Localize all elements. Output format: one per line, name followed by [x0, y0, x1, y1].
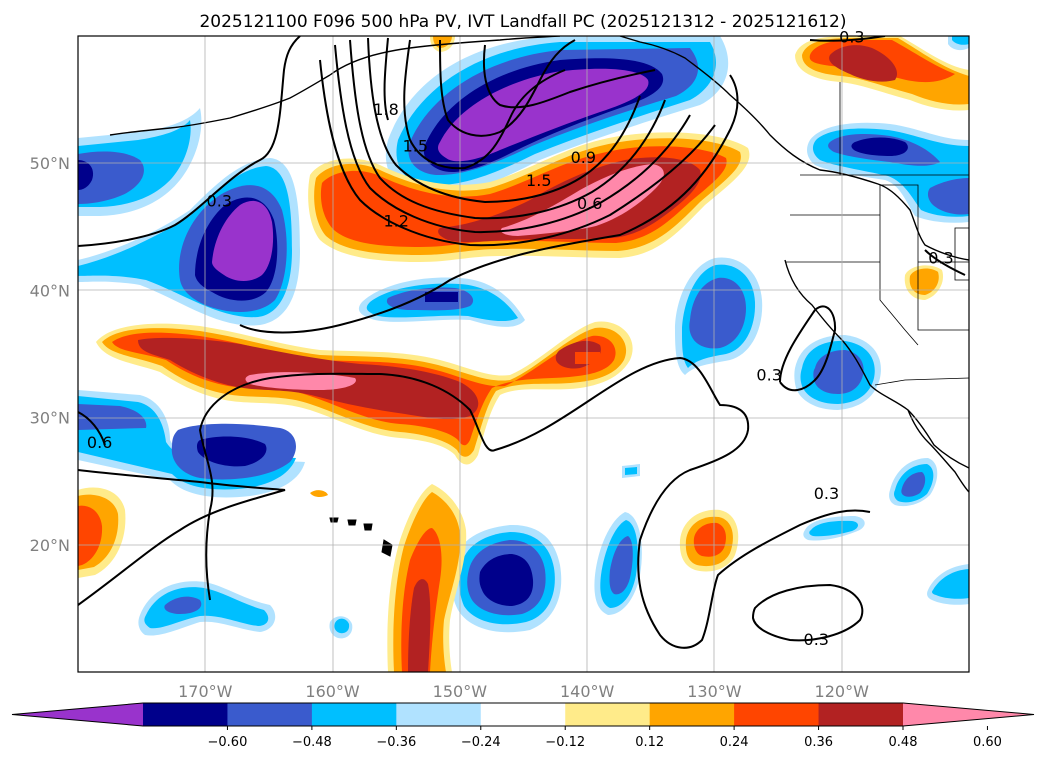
map-panel: 0.3 1.8 1.5 1.2 1.5 0.9 0.6 0.3 0.3 0.6 0.3 0.3 0.3	[78, 26, 969, 672]
colorbar-extend-low	[12, 703, 143, 726]
lon-tick-label: 170°W	[178, 682, 233, 701]
lon-tick-label: 120°W	[815, 682, 870, 701]
colorbar-tick-label: −0.24	[461, 735, 501, 750]
contour-label: 0.3	[756, 366, 781, 385]
negative-anomaly-south-central	[452, 525, 562, 632]
colorbar-swatch	[481, 703, 566, 726]
colorbar-extend-high	[903, 703, 1034, 726]
contour-label: 1.5	[403, 137, 428, 156]
contour-label: 1.8	[373, 100, 398, 119]
contour-label: 0.3	[928, 249, 953, 268]
lat-tick-label: 20°N	[30, 536, 70, 555]
contour-label: 0.9	[571, 148, 596, 167]
contour-label: 0.3	[839, 27, 864, 46]
colorbar-tick-labels: −0.60 −0.48 −0.36 −0.24 −0.12 0.12 0.24 0.36 0.4…	[208, 726, 1002, 750]
contour-label: 1.2	[383, 212, 408, 231]
colorbar-swatch	[734, 703, 819, 726]
colorbar-swatch	[819, 703, 904, 726]
contour-label: 0.3	[814, 484, 839, 503]
colorbar-swatch	[650, 703, 735, 726]
lon-tick-label: 140°W	[560, 682, 615, 701]
contour-label: 0.6	[87, 433, 112, 452]
lat-tick-label: 50°N	[30, 154, 70, 173]
lat-tick-label: 30°N	[30, 409, 70, 428]
colorbar-tick-label: 0.24	[720, 735, 749, 750]
colorbar-swatch	[565, 703, 650, 726]
colorbar-tick-label: −0.60	[208, 735, 248, 750]
colorbar-tick-label: 0.60	[973, 735, 1002, 750]
colorbar: −0.60 −0.48 −0.36 −0.24 −0.12 0.12 0.24 0.36 0.4…	[12, 703, 1034, 750]
contour-label: 0.6	[577, 194, 602, 213]
contour-label: 1.5	[526, 171, 551, 190]
colorbar-tick-label: −0.12	[545, 735, 585, 750]
colorbar-tick-label: 0.36	[804, 735, 833, 750]
colorbar-swatch	[227, 703, 312, 726]
figure-title: 2025121100 F096 500 hPa PV, IVT Landfall…	[199, 12, 846, 32]
lat-tick-label: 40°N	[30, 281, 70, 300]
colorbar-tick-label: −0.48	[292, 735, 332, 750]
lon-tick-label: 150°W	[433, 682, 488, 701]
colorbar-tick-label: 0.48	[889, 735, 918, 750]
colorbar-swatch	[396, 703, 481, 726]
longitude-tick-labels: 170°W 160°W 150°W 140°W 130°W 120°W	[178, 682, 869, 701]
lon-tick-label: 130°W	[687, 682, 742, 701]
contour-label: 0.3	[207, 191, 232, 210]
colorbar-tick-label: 0.12	[635, 735, 664, 750]
contour-label: 0.3	[804, 630, 829, 649]
lon-tick-label: 160°W	[305, 682, 360, 701]
latitude-tick-labels: 50°N 40°N 30°N 20°N	[30, 154, 70, 555]
colorbar-tick-label: −0.36	[376, 735, 416, 750]
colorbar-swatches	[12, 703, 1034, 726]
colorbar-swatch	[143, 703, 228, 726]
colorbar-swatch	[312, 703, 397, 726]
